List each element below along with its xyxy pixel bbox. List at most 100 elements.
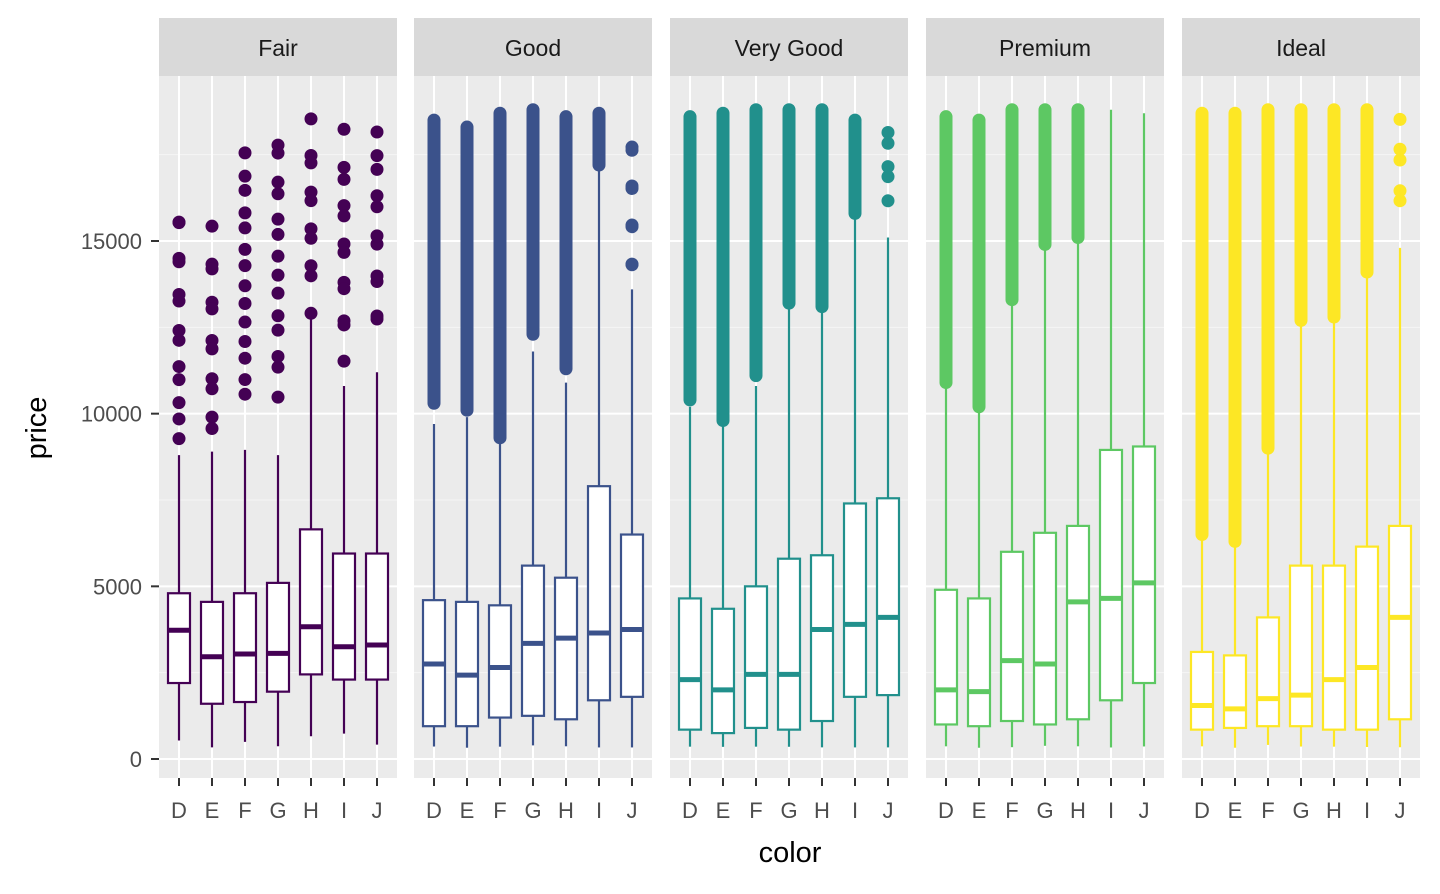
box [520, 564, 546, 717]
outlier-point [271, 286, 285, 300]
outlier-band [749, 103, 763, 383]
outlier-point [271, 360, 285, 374]
outlier-band [1005, 103, 1019, 307]
x-tick-label: J [627, 798, 638, 823]
outlier-point [1393, 153, 1407, 167]
outlier-point [238, 387, 252, 401]
outlier-point [238, 279, 252, 293]
facet-strip [159, 18, 397, 76]
outlier-point [370, 309, 384, 323]
box [743, 585, 769, 730]
outlier-point [304, 231, 318, 245]
outlier-point [238, 334, 252, 348]
outlier-point [271, 349, 285, 363]
outlier-point [881, 125, 895, 139]
outlier-point [205, 372, 219, 386]
outlier-point [238, 373, 252, 387]
x-tick-label: E [716, 798, 731, 823]
outlier-band [1038, 103, 1052, 251]
x-tick-label: D [1194, 798, 1210, 823]
facet-panel: Premium D E F G H I J [926, 18, 1164, 823]
outlier-point [337, 282, 351, 296]
x-tick-label: H [1070, 798, 1086, 823]
facet-strip-label: Fair [258, 35, 298, 61]
box [364, 552, 390, 681]
box [875, 497, 901, 697]
outlier-band [526, 103, 540, 341]
box [1032, 531, 1058, 726]
outlier-band [1261, 103, 1275, 455]
outlier-point [271, 138, 285, 152]
x-tick-label: G [1292, 798, 1309, 823]
y-axis-title: price [21, 397, 53, 460]
outlier-point [205, 382, 219, 396]
x-tick-label: J [883, 798, 894, 823]
outlier-band [1071, 103, 1085, 245]
outlier-point [271, 212, 285, 226]
outlier-point [370, 269, 384, 283]
outlier-point [337, 354, 351, 368]
outlier-point [1393, 142, 1407, 156]
box [677, 597, 703, 731]
y-tick-label: 0 [130, 747, 142, 772]
box [1387, 524, 1413, 721]
box [933, 588, 959, 726]
outlier-point [238, 242, 252, 256]
outlier-band [1360, 103, 1374, 279]
facet-strip [926, 18, 1164, 76]
outlier-point [172, 251, 186, 265]
outlier-point [271, 390, 285, 404]
outlier-point [304, 259, 318, 273]
box [1354, 545, 1380, 731]
outlier-point [238, 296, 252, 310]
outlier-point [337, 122, 351, 136]
box [454, 600, 480, 728]
x-axis-title: color [759, 837, 822, 869]
box [331, 552, 357, 681]
facet-panel: Fair D E F G H I J [159, 18, 397, 823]
x-tick-label: I [341, 798, 347, 823]
outlier-band [592, 106, 606, 172]
outlier-point [271, 175, 285, 189]
outlier-point [172, 324, 186, 338]
x-tick-label: G [269, 798, 286, 823]
outlier-point [370, 149, 384, 163]
outlier-point [205, 421, 219, 435]
box [1255, 616, 1281, 728]
outlier-band [939, 110, 953, 390]
outlier-point [271, 227, 285, 241]
x-tick-label: E [460, 798, 475, 823]
outlier-point [304, 194, 318, 208]
outlier-point [271, 249, 285, 263]
outlier-point [238, 259, 252, 273]
facet-strip [670, 18, 908, 76]
outlier-point [625, 143, 639, 157]
outlier-point [271, 323, 285, 337]
outlier-point [271, 268, 285, 282]
outlier-band [1294, 103, 1308, 327]
x-tick-label: D [426, 798, 442, 823]
x-tick-label: D [682, 798, 698, 823]
facet-panel: Very Good D E F G H I J [670, 18, 908, 823]
x-tick-label: J [1139, 798, 1150, 823]
outlier-point [370, 200, 384, 214]
box [553, 576, 579, 721]
x-tick-label: G [1036, 798, 1053, 823]
outlier-band [493, 106, 507, 445]
outlier-point [337, 245, 351, 259]
outlier-point [172, 215, 186, 229]
facet-strip-label: Good [505, 35, 561, 61]
outlier-band [427, 113, 441, 410]
x-tick-label: D [171, 798, 187, 823]
x-tick-label: J [1395, 798, 1406, 823]
outlier-point [238, 146, 252, 160]
outlier-point [304, 222, 318, 236]
outlier-point [625, 182, 639, 196]
box [199, 600, 225, 705]
outlier-point [625, 220, 639, 234]
outlier-point [881, 194, 895, 208]
y-tick-label: 15000 [81, 229, 142, 254]
box [776, 557, 802, 731]
outlier-band [815, 103, 829, 314]
